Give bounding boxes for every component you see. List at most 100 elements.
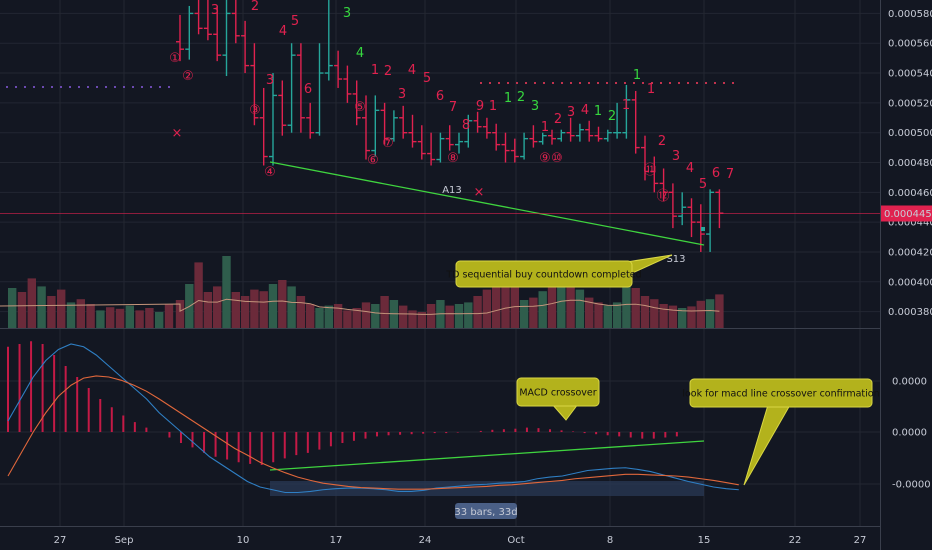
volume-bar [96, 310, 105, 328]
candlesticks [176, 0, 724, 252]
td-count-label: 8 [462, 118, 470, 133]
x-tick-label: 24 [419, 535, 432, 546]
resistance-dot [552, 82, 554, 84]
x-tick-label: 27 [854, 535, 867, 546]
a13-marker: A13 [442, 185, 462, 196]
volume-bar [575, 289, 585, 328]
x-tick-label: 22 [789, 535, 802, 546]
resistance-dot [732, 82, 734, 84]
volume-bar [659, 304, 668, 328]
volume-bar [333, 304, 343, 328]
macd-crossover-callout-text: MACD crossover [519, 388, 596, 399]
volume-bar [696, 300, 705, 328]
volume-bar [585, 297, 594, 328]
last-price-badge [881, 205, 932, 222]
volume-bar [650, 299, 659, 328]
td-count-label: ⑦ [382, 136, 394, 151]
td-count-label: ⑧ [447, 151, 459, 166]
resistance-dot [69, 86, 71, 88]
volume-bar [66, 302, 76, 328]
volume-bar [259, 291, 268, 328]
macd-y-tick-label: 0.0000 [892, 428, 927, 439]
volume-bar [380, 296, 389, 328]
volume-bar [125, 305, 134, 328]
resistance-dot [159, 86, 161, 88]
resistance-dot [96, 86, 98, 88]
td-count-label: 4 [581, 103, 589, 118]
resistance-dot [51, 86, 53, 88]
y-tick-label: 0.0004600 [888, 188, 932, 199]
volume-bar [547, 273, 557, 328]
td-count-label: 1 [489, 99, 497, 114]
volume-bar [213, 286, 222, 328]
volume-bar [86, 304, 95, 328]
macd-y-tick-label: 0.0000 [892, 377, 927, 388]
resistance-dot [507, 82, 509, 84]
confirmation-callout-text: look for macd line crossover confirmatio… [682, 389, 879, 400]
td-count-label: 1 [647, 82, 655, 97]
volume-bar [705, 299, 715, 328]
volume-bar [408, 310, 417, 328]
td-count-label: 3 [343, 6, 351, 21]
td-count-label: ⑤ [354, 100, 366, 115]
y-tick-label: 0.0005400 [888, 69, 932, 80]
volume-bar [454, 304, 464, 328]
small-flag-marker [701, 227, 705, 231]
td-count-label: ⑩ [551, 151, 563, 166]
volume-bar [155, 312, 164, 328]
resistance-dot [150, 86, 152, 88]
resistance-dot [60, 86, 62, 88]
volume-bar [482, 289, 492, 328]
resistance-dot [123, 86, 125, 88]
volume-bar [603, 305, 612, 328]
volume-bar [678, 308, 687, 328]
volume-bar [296, 296, 306, 328]
volume-bar [324, 305, 333, 328]
x-tick-label: 17 [330, 535, 343, 546]
td-count-label: ② [182, 69, 194, 84]
volume-bar [612, 302, 622, 328]
resistance-dot [615, 82, 617, 84]
volume-bar [510, 286, 519, 328]
volume-bar [538, 291, 547, 328]
volume-bar [57, 289, 66, 328]
price-trendline [269, 161, 705, 246]
volume-bar [250, 289, 259, 328]
volume-bar [473, 296, 482, 328]
y-tick-label: 0.0005800 [888, 9, 932, 20]
macd-panel: 33 bars, 33d [7, 341, 739, 519]
td-count-label: 1 [541, 120, 549, 135]
resistance-dot [642, 82, 644, 84]
callouts: TD sequential buy countdown completed MAC… [445, 254, 880, 486]
macd-trendline [269, 440, 705, 471]
td-count-label: 4 [279, 24, 287, 39]
resistance-dot [6, 86, 8, 88]
volume-bar [352, 308, 361, 328]
y-tick-label: 0.0004000 [888, 277, 932, 288]
td-count-label: 2 [251, 0, 259, 14]
volume-bar [17, 292, 27, 328]
y-tick-label: 0.0004200 [888, 247, 932, 258]
x-tick-label: 27 [54, 535, 67, 546]
td-count-label: 4 [686, 161, 694, 176]
volume-bar [687, 306, 696, 328]
volume-bar [145, 308, 154, 328]
resistance-dot [723, 82, 725, 84]
td-countdown-callout-text: TD sequential buy countdown completed [445, 270, 641, 281]
volume-bars [0, 256, 724, 328]
td-count-label: 9 [476, 99, 484, 114]
td-count-label: 1 [622, 98, 630, 113]
td-count-label: 2 [517, 90, 525, 105]
volume-bar [529, 297, 538, 328]
volume-bar [37, 286, 46, 328]
volume-bar [278, 280, 287, 328]
td-count-label: ④ [264, 165, 276, 180]
volume-bar [631, 288, 640, 328]
volume-bar [492, 265, 501, 328]
td-count-label: 7 [449, 100, 457, 115]
td-count-label: 3 [672, 149, 680, 164]
td-count-label: ⑫ [656, 189, 669, 204]
resistance-dot [678, 82, 680, 84]
